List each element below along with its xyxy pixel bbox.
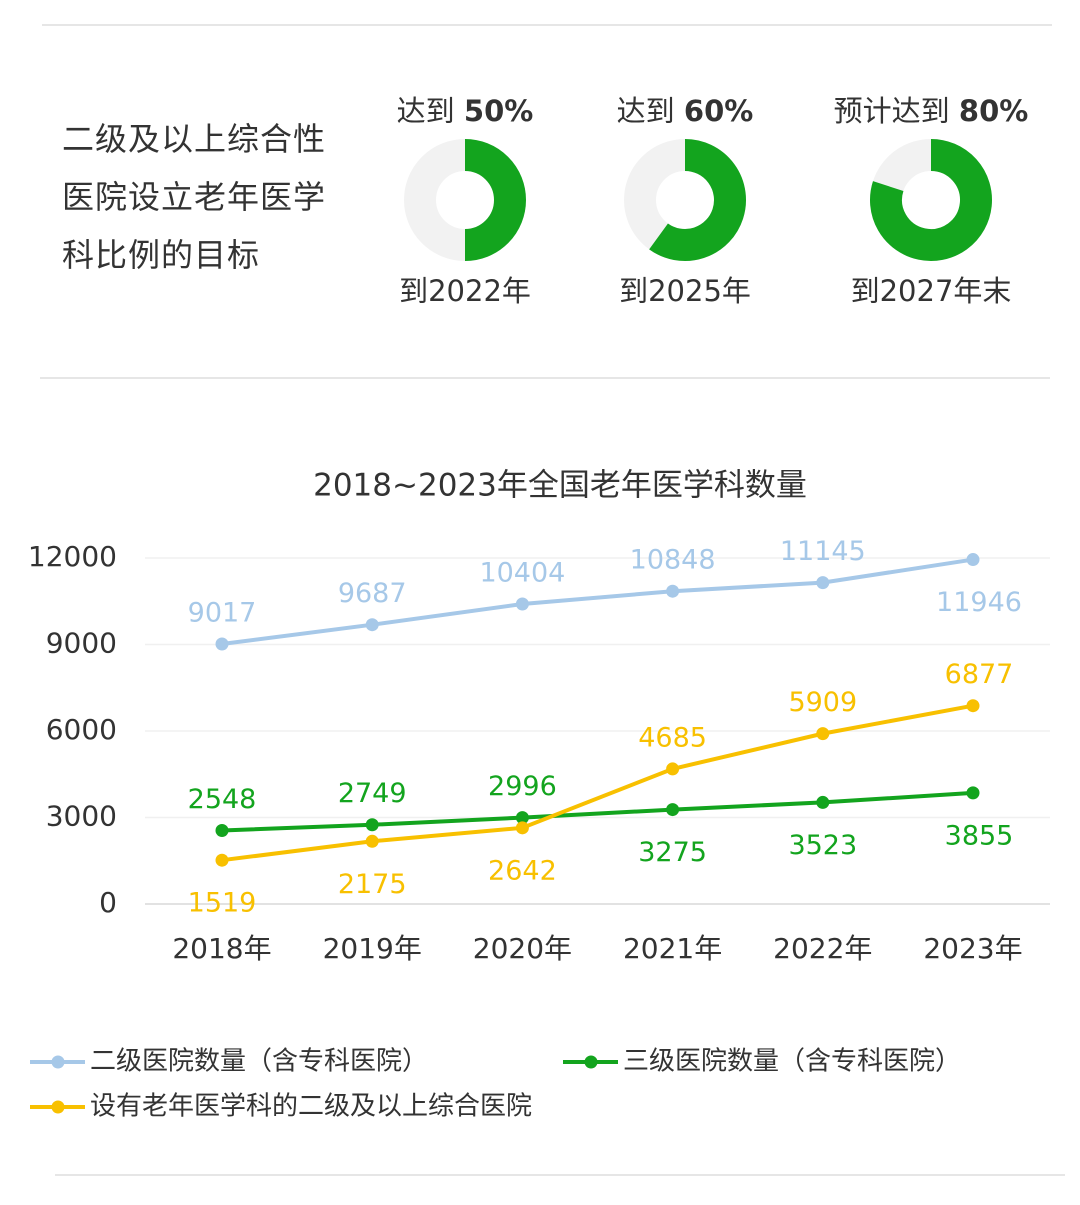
point [365,834,379,848]
donut-value-label: 80% [959,94,1028,128]
donut-arc [870,139,992,261]
data-label: 2642 [488,855,557,886]
point [666,803,680,817]
donut-top-label: 达到 50% [397,94,534,128]
legend-label: 二级医院数量（含专科医院） [90,1047,428,1077]
x-tick-label: 2022年 [773,932,872,965]
point [966,786,980,800]
point [215,824,229,838]
donut-prefix: 达到 [397,94,455,128]
donut-bottom-label: 到2022年 [399,274,531,308]
point [515,597,529,611]
data-label: 2548 [188,784,257,815]
y-tick-label: 12000 [28,540,117,573]
x-tick-label: 2019年 [323,932,422,965]
donut-prefix: 预计达到 [834,94,950,128]
data-label: 1519 [188,888,257,919]
point [215,853,229,867]
legend-label: 设有老年医学科的二级及以上综合医院 [90,1092,532,1122]
data-label: 3855 [945,820,1014,851]
point [666,762,680,776]
point [816,576,830,590]
y-tick-label: 0 [99,886,117,919]
data-label: 4685 [638,722,707,753]
donut-arc [649,139,746,261]
x-tick-label: 2020年 [473,932,572,965]
data-label: 11145 [780,536,866,567]
y-tick-label: 3000 [46,800,117,833]
donut-top-label: 预计达到 80% [834,94,1029,128]
point [215,637,229,651]
x-tick-label: 2018年 [172,932,271,965]
data-label: 9687 [338,578,407,609]
point [666,584,680,598]
point [365,618,379,632]
data-label: 2996 [488,771,557,802]
y-tick-label: 9000 [46,627,117,660]
chart-title: 2018~2023年全国老年医学科数量 [313,468,807,504]
line [221,703,974,863]
point [515,811,529,825]
line [221,557,974,646]
point [816,795,830,809]
legend-label: 三级医院数量（含专科医院） [623,1047,961,1077]
data-label: 3275 [638,837,707,868]
data-label: 2175 [338,869,407,900]
point [966,699,980,713]
legend-marker [51,1100,65,1114]
data-label: 11946 [936,587,1022,618]
point [515,821,529,835]
legend-marker [584,1055,598,1069]
data-label: 2749 [338,778,407,809]
donut-top-label: 达到 60% [617,94,754,128]
data-label: 6877 [945,659,1014,690]
line [221,790,974,833]
donut-value-label: 50% [464,94,533,128]
donut-arc [464,139,526,261]
donut-bottom-label: 到2027年末 [851,274,1012,308]
x-tick-label: 2023年 [923,932,1022,965]
donut-title: 二级及以上综合性医院设立老年医学科比例的目标 [62,120,327,274]
donut-prefix: 达到 [617,94,675,128]
data-label: 9017 [188,598,257,629]
y-tick-label: 6000 [46,713,117,746]
donut-value-label: 60% [684,94,753,128]
donut-bottom-label: 到2025年 [619,274,751,308]
data-label: 10404 [479,558,565,589]
point [816,727,830,741]
data-label: 10848 [630,545,716,576]
point [966,553,980,567]
x-tick-label: 2021年 [623,932,722,965]
data-label: 5909 [788,687,857,718]
data-label: 3523 [788,830,857,861]
legend-marker [51,1055,65,1069]
point [365,818,379,832]
